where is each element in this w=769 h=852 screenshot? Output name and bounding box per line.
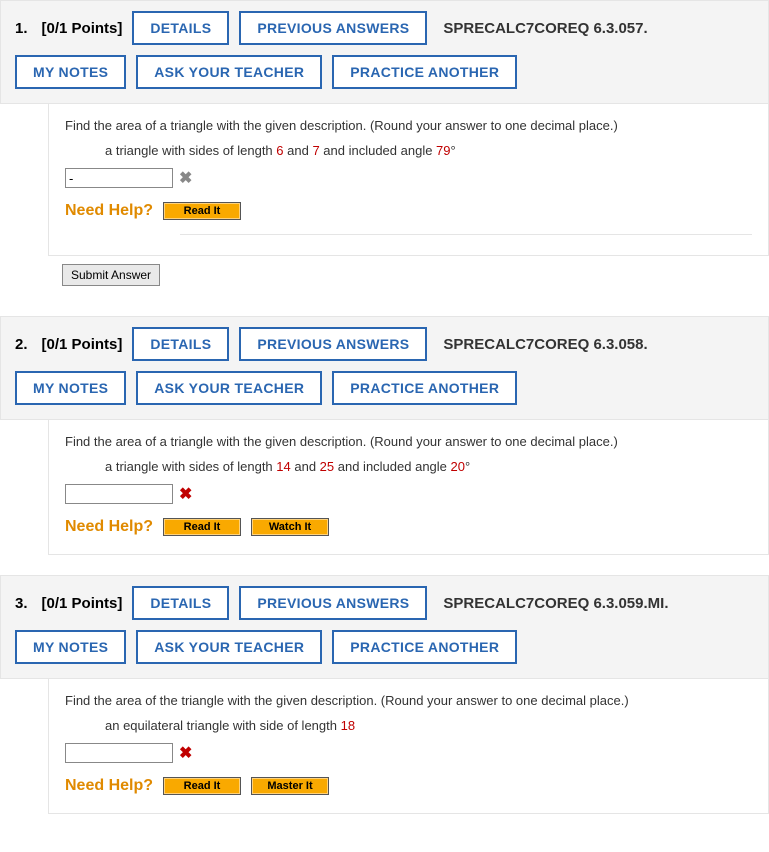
submit-answer-button[interactable]: Submit Answer [62,264,160,286]
text-fragment: a triangle with sides of length [105,143,276,158]
value: 25 [320,459,334,474]
value: 20 [451,459,465,474]
question-body: Find the area of a triangle with the giv… [48,420,769,555]
incorrect-icon: ✖ [179,484,192,504]
value: 18 [341,718,355,733]
question-body: Find the area of a triangle with the giv… [48,104,769,256]
header-row-2: MY NOTES ASK YOUR TEACHER PRACTICE ANOTHER [15,630,754,664]
question-header: 1. [0/1 Points] DETAILS PREVIOUS ANSWERS SPR… [0,0,769,104]
text-fragment: an equilateral triangle with side of len… [105,718,341,733]
value: 6 [276,143,283,158]
question-description: an equilateral triangle with side of len… [105,718,752,733]
question-points: [0/1 Points] [42,20,123,37]
question-block: 1. [0/1 Points] DETAILS PREVIOUS ANSWERS SPR… [0,0,769,296]
question-body: Find the area of the triangle with the g… [48,679,769,814]
question-header: 2. [0/1 Points] DETAILS PREVIOUS ANSWERS SPR… [0,316,769,420]
text-fragment: and included angle [320,143,436,158]
text-fragment: and [284,143,313,158]
question-prompt: Find the area of a triangle with the giv… [65,118,752,133]
value: 79 [436,143,450,158]
practice-another-button[interactable]: PRACTICE ANOTHER [332,630,517,664]
details-button[interactable]: DETAILS [132,327,229,361]
answer-input[interactable] [65,484,173,504]
ask-teacher-button[interactable]: ASK YOUR TEACHER [136,630,322,664]
question-number: 3. [15,595,28,612]
read-it-button[interactable]: Read It [163,777,241,795]
question-number: 2. [15,336,28,353]
question-block: 2. [0/1 Points] DETAILS PREVIOUS ANSWERS SPR… [0,316,769,555]
value: 14 [276,459,290,474]
ask-teacher-button[interactable]: ASK YOUR TEACHER [136,371,322,405]
header-row-1: 3. [0/1 Points] DETAILS PREVIOUS ANSWERS SPR… [15,586,754,620]
practice-another-button[interactable]: PRACTICE ANOTHER [332,371,517,405]
answer-row: ✖ [65,484,752,504]
question-number: 1. [15,20,28,37]
question-code: SPRECALC7COREQ 6.3.058. [443,336,647,353]
my-notes-button[interactable]: MY NOTES [15,630,126,664]
header-row-1: 2. [0/1 Points] DETAILS PREVIOUS ANSWERS SPR… [15,327,754,361]
header-row-1: 1. [0/1 Points] DETAILS PREVIOUS ANSWERS SPR… [15,11,754,45]
question-description: a triangle with sides of length 14 and 2… [105,459,752,474]
text-fragment: and [291,459,320,474]
answer-input[interactable] [65,743,173,763]
divider [180,234,752,235]
header-row-2: MY NOTES ASK YOUR TEACHER PRACTICE ANOTHER [15,371,754,405]
question-points: [0/1 Points] [42,595,123,612]
ask-teacher-button[interactable]: ASK YOUR TEACHER [136,55,322,89]
details-button[interactable]: DETAILS [132,11,229,45]
question-code: SPRECALC7COREQ 6.3.059.MI. [443,595,668,612]
previous-answers-button[interactable]: PREVIOUS ANSWERS [239,11,427,45]
read-it-button[interactable]: Read It [163,202,241,220]
help-row: Need Help? Read It Watch It [65,518,752,536]
watch-it-button[interactable]: Watch It [251,518,329,536]
question-code: SPRECALC7COREQ 6.3.057. [443,20,647,37]
my-notes-button[interactable]: MY NOTES [15,55,126,89]
text-fragment: and included angle [334,459,450,474]
question-points: [0/1 Points] [42,336,123,353]
previous-answers-button[interactable]: PREVIOUS ANSWERS [239,586,427,620]
need-help-label: Need Help? [65,777,153,795]
help-row: Need Help? Read It [65,202,752,220]
value: 7 [312,143,319,158]
text-fragment: ° [465,459,470,474]
header-row-2: MY NOTES ASK YOUR TEACHER PRACTICE ANOTHER [15,55,754,89]
incorrect-icon: ✖ [179,168,192,188]
question-prompt: Find the area of the triangle with the g… [65,693,752,708]
answer-row: ✖ [65,168,752,188]
practice-another-button[interactable]: PRACTICE ANOTHER [332,55,517,89]
need-help-label: Need Help? [65,518,153,536]
incorrect-icon: ✖ [179,743,192,763]
text-fragment: ° [451,143,456,158]
question-header: 3. [0/1 Points] DETAILS PREVIOUS ANSWERS SPR… [0,575,769,679]
answer-input[interactable] [65,168,173,188]
text-fragment: a triangle with sides of length [105,459,276,474]
details-button[interactable]: DETAILS [132,586,229,620]
question-block: 3. [0/1 Points] DETAILS PREVIOUS ANSWERS SPR… [0,575,769,814]
previous-answers-button[interactable]: PREVIOUS ANSWERS [239,327,427,361]
my-notes-button[interactable]: MY NOTES [15,371,126,405]
read-it-button[interactable]: Read It [163,518,241,536]
question-prompt: Find the area of a triangle with the giv… [65,434,752,449]
question-description: a triangle with sides of length 6 and 7 … [105,143,752,158]
answer-row: ✖ [65,743,752,763]
submit-area: Submit Answer [48,256,769,296]
master-it-button[interactable]: Master It [251,777,329,795]
need-help-label: Need Help? [65,202,153,220]
help-row: Need Help? Read It Master It [65,777,752,795]
